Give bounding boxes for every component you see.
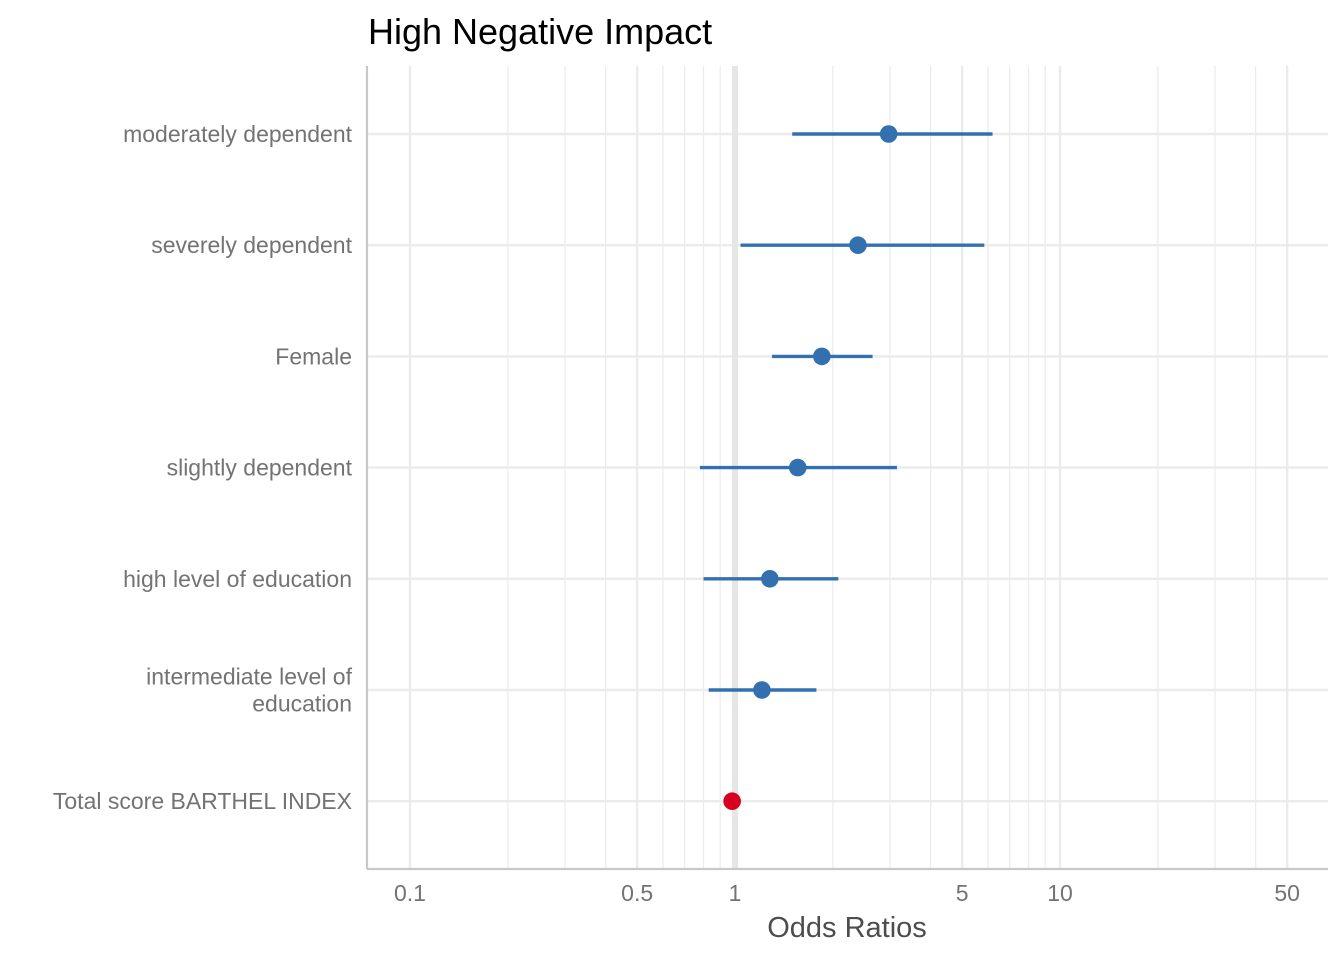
y-category-label: slightly dependent — [167, 455, 353, 481]
chart-title: High Negative Impact — [368, 11, 712, 52]
odds-ratio-point — [788, 458, 807, 477]
y-category-label-line: education — [252, 691, 352, 717]
y-category-label: Female — [275, 343, 352, 369]
x-tick-label: 0.1 — [394, 880, 426, 906]
odds-ratio-point — [753, 681, 771, 699]
y-category-label-line: intermediate level of — [146, 664, 352, 690]
labels: 0.1 0.5 1 5 10 50 moderately dependent severely… — [53, 121, 1300, 906]
y-category-label-line: Total score BARTHEL INDEX — [53, 788, 352, 814]
x-tick-label: 50 — [1274, 880, 1300, 906]
x-axis-label: Odds Ratios — [767, 912, 927, 944]
y-category-label-line: moderately dependent — [123, 121, 352, 147]
y-category-label: severely dependent — [151, 232, 352, 258]
y-category-label-line: high level of education — [123, 566, 352, 592]
y-category-label: Total score BARTHEL INDEX — [53, 788, 352, 814]
odds-ratio-point — [723, 792, 741, 810]
odds-ratio-point — [849, 236, 867, 254]
x-tick-label: 10 — [1047, 880, 1073, 906]
y-category-label-line: severely dependent — [151, 232, 352, 258]
x-tick-label: 0.5 — [621, 880, 653, 906]
y-category-label: intermediate level of education — [146, 664, 352, 717]
odds-ratio-point — [813, 347, 831, 366]
odds-ratio-point — [879, 125, 898, 143]
y-category-label-line: Female — [275, 343, 352, 369]
y-category-label-line: slightly dependent — [167, 455, 353, 481]
x-tick-label: 5 — [956, 880, 969, 906]
axes — [365, 66, 1328, 871]
y-category-label: high level of education — [123, 566, 352, 592]
plot-marks — [699, 125, 993, 810]
x-tick-label: 1 — [729, 880, 742, 906]
y-category-label: moderately dependent — [123, 121, 352, 147]
odds-ratio-point — [761, 570, 779, 588]
